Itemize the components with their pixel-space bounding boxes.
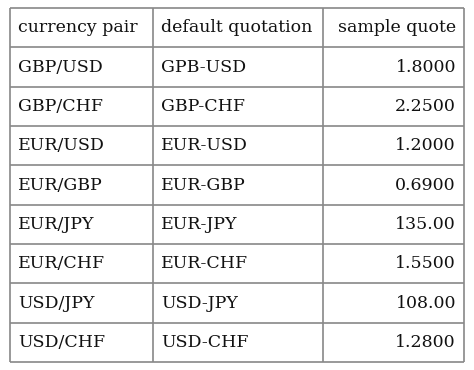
Text: GBP/CHF: GBP/CHF — [18, 98, 103, 115]
Text: USD-CHF: USD-CHF — [161, 334, 248, 351]
Text: GPB-USD: GPB-USD — [161, 58, 246, 75]
Text: USD/JPY: USD/JPY — [18, 295, 94, 312]
Text: USD/CHF: USD/CHF — [18, 334, 105, 351]
Text: default quotation: default quotation — [161, 19, 312, 36]
Text: 1.2800: 1.2800 — [395, 334, 456, 351]
Text: EUR-CHF: EUR-CHF — [161, 255, 248, 272]
Text: EUR/CHF: EUR/CHF — [18, 255, 105, 272]
Text: sample quote: sample quote — [338, 19, 456, 36]
Text: USD-JPY: USD-JPY — [161, 295, 238, 312]
Text: currency pair: currency pair — [18, 19, 137, 36]
Text: 108.00: 108.00 — [395, 295, 456, 312]
Text: GBP-CHF: GBP-CHF — [161, 98, 245, 115]
Text: 1.8000: 1.8000 — [395, 58, 456, 75]
Text: 0.6900: 0.6900 — [395, 176, 456, 194]
Text: EUR-JPY: EUR-JPY — [161, 216, 237, 233]
Text: EUR-USD: EUR-USD — [161, 137, 248, 154]
Text: 1.2000: 1.2000 — [395, 137, 456, 154]
Text: EUR-GBP: EUR-GBP — [161, 176, 246, 194]
Text: GBP/USD: GBP/USD — [18, 58, 103, 75]
Text: EUR/USD: EUR/USD — [18, 137, 105, 154]
Text: 1.5500: 1.5500 — [395, 255, 456, 272]
Text: 135.00: 135.00 — [395, 216, 456, 233]
Text: EUR/GBP: EUR/GBP — [18, 176, 103, 194]
Text: 2.2500: 2.2500 — [395, 98, 456, 115]
Text: EUR/JPY: EUR/JPY — [18, 216, 94, 233]
